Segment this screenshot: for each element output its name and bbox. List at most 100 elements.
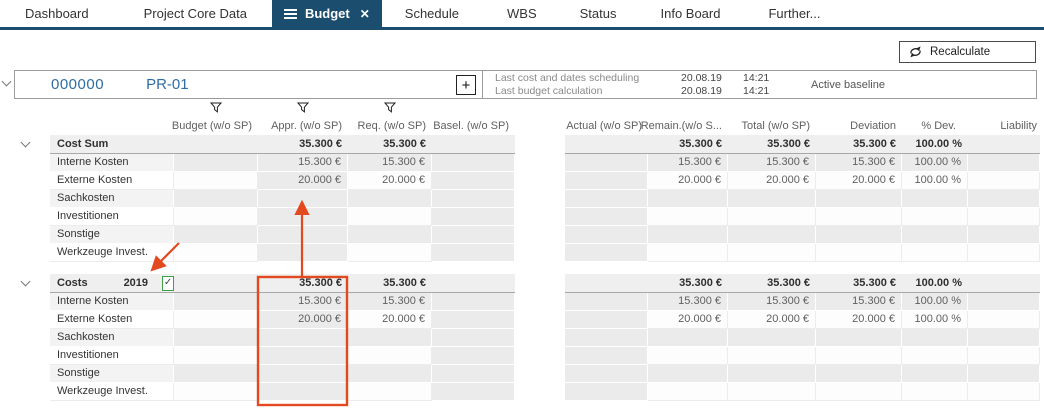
column-gap [515, 293, 565, 311]
col-header-actual[interactable]: Actual (w/o SP) [565, 99, 648, 135]
project-info: Last cost and dates scheduling 20.08.19 … [483, 71, 1036, 98]
section-total-deviation: 35.300 € [816, 274, 902, 293]
cell-deviation [816, 365, 902, 383]
tab-bar: Dashboard Project Core Data Budget ✕ Sch… [0, 0, 1044, 30]
col-header-label: Basel. (w/o SP) [433, 120, 509, 132]
section-spacer [0, 262, 1040, 274]
filter-icon[interactable] [297, 102, 309, 114]
tab-further[interactable]: Further... [768, 6, 821, 21]
cell-pdev [902, 383, 968, 401]
cell-basel [432, 244, 515, 262]
cell-pdev [902, 226, 968, 244]
project-number[interactable]: 000000 [51, 76, 105, 93]
cell-remain [648, 329, 728, 347]
project-collapse-chevron-icon[interactable] [1, 76, 12, 87]
column-gap [515, 329, 565, 347]
section-total-pdev: 100.00 % [902, 274, 968, 293]
table-row: Interne Kosten 15.300 €15.300 €15.300 €15… [0, 154, 1040, 172]
section-total-pdev: 100.00 % [902, 135, 968, 154]
add-button[interactable]: + [456, 75, 476, 95]
tab-info-board[interactable]: Info Board [660, 6, 721, 21]
cell-pdev [902, 329, 968, 347]
cell-basel [432, 208, 515, 226]
close-tab-icon[interactable]: ✕ [359, 6, 370, 21]
project-header-box: 000000 PR-01 + Last cost and dates sched… [14, 70, 1037, 99]
section-total-req: 35.300 € [348, 274, 432, 293]
cell-total: 15.300 € [728, 154, 816, 172]
table-row: Sonstige [0, 365, 1040, 383]
cell-actual [565, 365, 648, 383]
column-gap [515, 154, 565, 172]
cell-appr [258, 383, 348, 401]
cell-deviation [816, 329, 902, 347]
cell-pdev [902, 190, 968, 208]
table-row: Sachkosten [0, 329, 1040, 347]
section-total-total: 35.300 € [728, 135, 816, 154]
cell-remain [648, 365, 728, 383]
table-row: Externe Kosten 20.000 €20.000 €20.000 €20… [0, 311, 1040, 329]
col-header-deviation[interactable]: Deviation [816, 99, 902, 135]
cell-budget [174, 172, 258, 190]
tab-budget[interactable]: Budget ✕ [271, 0, 382, 27]
filter-icon[interactable] [384, 102, 396, 114]
cell-liability [968, 226, 1040, 244]
menu-icon[interactable] [283, 7, 297, 21]
section-total-basel [432, 274, 515, 293]
cell-remain [648, 347, 728, 365]
col-header-remain[interactable]: Remain.(w/o S... [641, 99, 728, 135]
cell-basel [432, 383, 515, 401]
tab-wbs[interactable]: WBS [507, 6, 537, 21]
cell-req [348, 208, 432, 226]
col-header-label: Req. (w/o SP) [357, 120, 426, 132]
recalculate-button[interactable]: Recalculate [899, 41, 1036, 63]
section-total-basel [432, 135, 515, 154]
table-row: Werkzeuge Invest. [0, 244, 1040, 262]
cell-basel [432, 311, 515, 329]
cell-pdev: 100.00 % [902, 154, 968, 172]
cell-remain [648, 226, 728, 244]
row-label: Sonstige [50, 365, 174, 383]
cell-total [728, 365, 816, 383]
tab-status[interactable]: Status [579, 6, 617, 21]
col-header-req[interactable]: Req. (w/o SP) [348, 99, 432, 135]
table-row: Interne Kosten 15.300 €15.300 €15.300 €15… [0, 293, 1040, 311]
tab-dashboard[interactable]: Dashboard [25, 6, 89, 21]
cell-liability [968, 293, 1040, 311]
cell-budget [174, 293, 258, 311]
col-header-budget[interactable]: Budget (w/o SP) [172, 99, 258, 135]
cell-remain: 20.000 € [648, 172, 728, 190]
tab-schedule[interactable]: Schedule [404, 6, 459, 21]
cell-budget [174, 244, 258, 262]
col-header-liability[interactable]: Liability [968, 99, 1040, 135]
cell-total [728, 329, 816, 347]
col-header-pdev[interactable]: % Dev. [902, 99, 968, 135]
cell-liability [968, 190, 1040, 208]
cell-appr [258, 208, 348, 226]
chevron-down-icon[interactable] [20, 137, 31, 148]
tab-project-core-data[interactable]: Project Core Data [143, 6, 247, 21]
col-header-appr[interactable]: Appr. (w/o SP) [258, 99, 348, 135]
cell-basel [432, 172, 515, 190]
cell-req [348, 190, 432, 208]
cost-table: Cost Sum 35.300 €35.300 €35.300 €35.300 €… [0, 135, 1040, 401]
row-gutter [0, 244, 50, 262]
filter-icon[interactable] [210, 102, 222, 114]
cell-req: 15.300 € [348, 293, 432, 311]
cell-budget [174, 383, 258, 401]
chevron-down-icon[interactable] [20, 276, 31, 287]
cell-appr [258, 347, 348, 365]
column-gap [515, 208, 565, 226]
cell-deviation: 20.000 € [816, 172, 902, 190]
cell-pdev: 100.00 % [902, 172, 968, 190]
project-code[interactable]: PR-01 [146, 76, 189, 93]
cell-actual [565, 293, 648, 311]
cell-liability [968, 154, 1040, 172]
row-gutter [0, 190, 50, 208]
info-time: 14:21 [743, 71, 770, 84]
table-row: Sonstige [0, 226, 1040, 244]
costs-year-checkbox[interactable]: ✓ [162, 275, 174, 291]
col-header-total[interactable]: Total (w/o SP) [728, 99, 816, 135]
cell-total: 15.300 € [728, 293, 816, 311]
column-gap [515, 383, 565, 401]
col-header-basel[interactable]: Basel. (w/o SP) [432, 99, 515, 135]
